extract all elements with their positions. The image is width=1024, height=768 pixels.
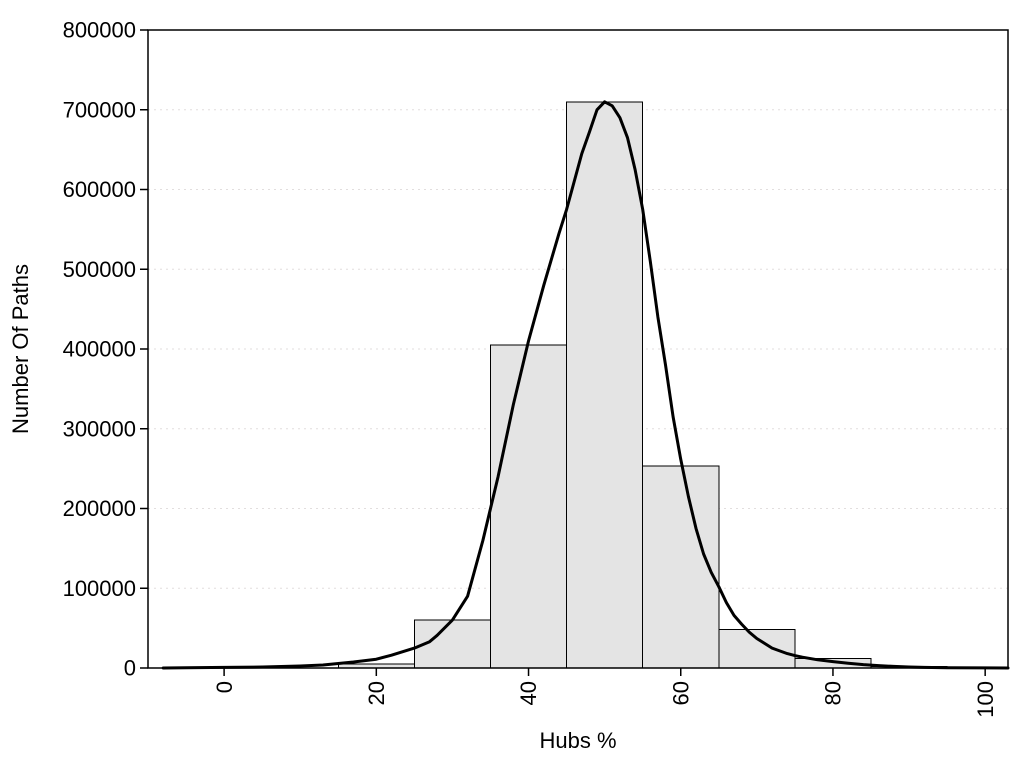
y-tick-labels: 0 100000 200000 300000 400000 500000 600000 700…: [63, 18, 136, 681]
y-tick-label: 700000: [63, 97, 136, 122]
x-tick-label: 100: [973, 681, 998, 718]
y-tick-label: 500000: [63, 257, 136, 282]
y-tick-label: 400000: [63, 337, 136, 362]
x-tick-label: 20: [364, 681, 389, 705]
x-tick-labels: 0 20 40 60 80 100: [212, 681, 998, 718]
density-curve-group: [161, 100, 1010, 670]
y-tick-label: 600000: [63, 177, 136, 202]
histogram-bar: [566, 101, 644, 669]
x-tick-label: 80: [821, 681, 846, 705]
y-tick-label: 200000: [63, 496, 136, 521]
histogram-bar: [489, 344, 568, 669]
histogram-bar: [642, 465, 720, 669]
x-tick-label: 0: [212, 681, 237, 693]
histogram-bar: [718, 629, 796, 669]
x-tick-label: 60: [668, 681, 693, 705]
density-curve: [161, 100, 1010, 670]
y-axis-label: Number Of Paths: [8, 264, 33, 434]
axes: [140, 29, 1009, 676]
y-tick-label: 800000: [63, 18, 136, 43]
x-tick-label: 40: [516, 681, 541, 705]
histogram-bars: [337, 101, 948, 669]
y-tick-label: 300000: [63, 416, 136, 441]
y-tick-label: 100000: [63, 576, 136, 601]
x-axis-label: Hubs %: [539, 728, 616, 753]
y-tick-label: 0: [124, 656, 136, 681]
